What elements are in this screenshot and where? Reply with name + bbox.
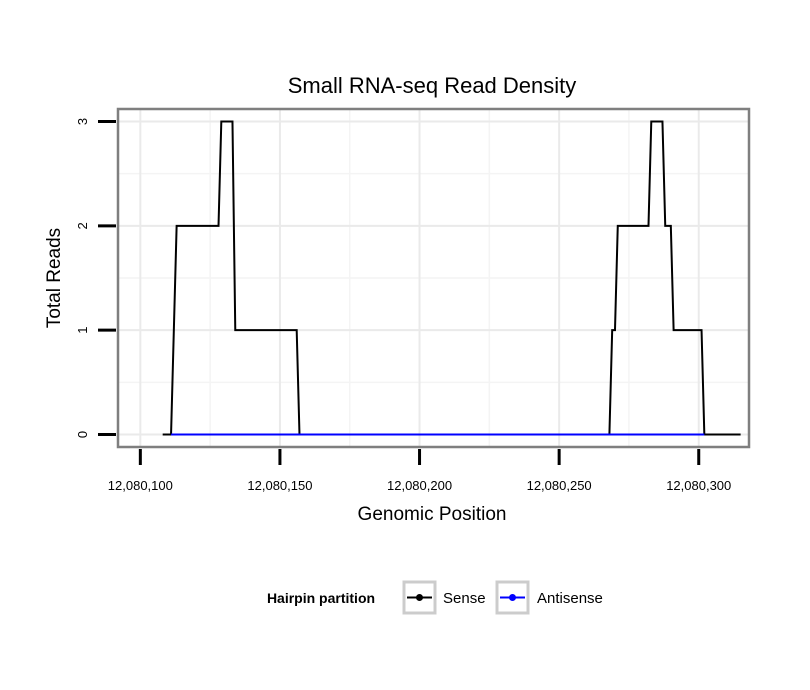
legend-label-sense: Sense [443, 590, 486, 607]
legend-item-antisense: Antisense [495, 580, 603, 615]
x-tick-label: 12,080,250 [527, 478, 592, 493]
legend-item-sense: Sense [402, 580, 486, 615]
x-tick-label: 12,080,150 [247, 478, 312, 493]
x-axis-title: Genomic Position [358, 504, 507, 525]
x-tick-label: 12,080,300 [666, 478, 731, 493]
y-axis: 0 1 2 3 [75, 118, 116, 438]
legend-label-antisense: Antisense [537, 590, 603, 607]
plot-border [116, 107, 751, 449]
legend: Hairpin partition Sense Antisense [267, 580, 603, 615]
legend-key-point [509, 594, 516, 601]
legend-key-point [416, 594, 423, 601]
x-tick-label: 12,080,200 [387, 478, 452, 493]
y-tick-label: 1 [75, 327, 90, 334]
y-tick-label: 2 [75, 222, 90, 229]
chart-title: Small RNA-seq Read Density [288, 73, 577, 98]
y-axis-title: Total Reads [44, 228, 65, 328]
y-tick-label: 3 [75, 118, 90, 125]
y-tick-label: 0 [75, 431, 90, 438]
series-line-sense [162, 120, 741, 436]
series-layer [162, 120, 741, 436]
legend-title: Hairpin partition [267, 590, 375, 606]
x-tick-label: 12,080,100 [108, 478, 173, 493]
x-axis: 12,080,100 12,080,150 12,080,200 12,080,250… [108, 449, 731, 493]
